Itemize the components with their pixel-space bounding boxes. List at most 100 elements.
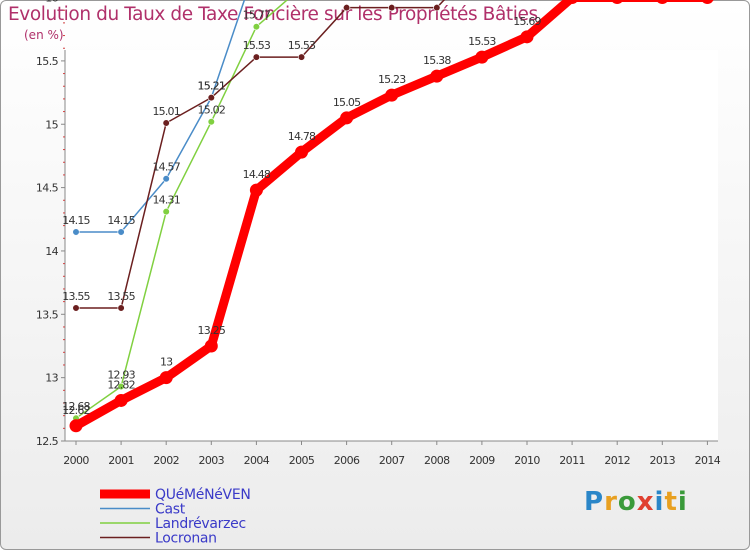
data-label: 15.21 bbox=[198, 80, 226, 93]
series-line-landrévarzec bbox=[75, 0, 289, 419]
data-label: 15.92 bbox=[333, 0, 361, 3]
legend-label: Cast bbox=[155, 502, 186, 518]
data-label: 14.15 bbox=[62, 214, 90, 227]
x-tick-label: 2011 bbox=[559, 454, 585, 467]
x-tick-label: 2008 bbox=[424, 454, 450, 467]
chart-title: Evolution du Taux de Taxe Foncière sur l… bbox=[8, 4, 538, 25]
data-point bbox=[252, 23, 260, 31]
y-tick-label: 12.5 bbox=[36, 435, 59, 448]
data-point bbox=[204, 339, 218, 353]
x-tick-label: 2012 bbox=[604, 454, 630, 467]
x-tick-label: 2004 bbox=[244, 454, 270, 467]
data-label: 14.31 bbox=[152, 194, 180, 207]
y-tick-label: 14.5 bbox=[36, 182, 59, 195]
logo-letter: x bbox=[636, 487, 655, 517]
logo-letter: P bbox=[584, 487, 605, 517]
data-label: 15.38 bbox=[423, 54, 451, 67]
data-point bbox=[162, 119, 170, 127]
data-label: 15.02 bbox=[198, 104, 226, 117]
data-label: 12.93 bbox=[107, 369, 135, 382]
data-label: 12.68 bbox=[62, 400, 90, 413]
logo-letter: r bbox=[604, 487, 618, 517]
data-point bbox=[701, 0, 714, 5]
data-point bbox=[114, 393, 128, 407]
x-tick-label: 2002 bbox=[153, 454, 179, 467]
data-label: 15.23 bbox=[378, 73, 406, 86]
data-label: 14.78 bbox=[288, 130, 316, 143]
data-label: 13.25 bbox=[198, 324, 226, 337]
y-tick-label: 15 bbox=[45, 118, 58, 131]
data-label: 15.77 bbox=[243, 9, 271, 22]
series-line-cast bbox=[75, 0, 246, 233]
data-label: 12.82 bbox=[107, 378, 135, 391]
data-point bbox=[117, 382, 125, 391]
x-tick-label: 2003 bbox=[198, 454, 224, 467]
data-point bbox=[295, 145, 308, 159]
data-point bbox=[159, 371, 173, 385]
y-tick-label: 13.5 bbox=[36, 308, 59, 321]
x-tick-label: 2005 bbox=[289, 454, 315, 467]
data-point bbox=[249, 183, 263, 197]
data-point bbox=[117, 304, 125, 312]
logo-letter: o bbox=[617, 487, 637, 517]
data-label: 15.53 bbox=[243, 39, 271, 52]
data-point bbox=[385, 88, 399, 102]
data-label: 14.15 bbox=[107, 214, 135, 227]
y-tick-label: 13 bbox=[45, 372, 58, 385]
x-tick-label: 2014 bbox=[695, 454, 721, 467]
y-tick-label: 15.5 bbox=[36, 55, 59, 68]
x-tick-label: 2006 bbox=[334, 454, 360, 467]
data-point bbox=[207, 118, 215, 126]
data-label: 14.48 bbox=[243, 168, 271, 181]
data-point bbox=[252, 53, 260, 61]
unit-label: (en %) bbox=[24, 28, 64, 42]
legend-label: Landrévarzec bbox=[155, 516, 246, 532]
y-tick-label: 16 bbox=[45, 0, 58, 5]
data-label: 15.01 bbox=[152, 105, 180, 118]
data-label: 15.53 bbox=[288, 39, 316, 52]
data-label: 15.53 bbox=[468, 35, 496, 48]
legend-label: QUéMéNéVEN bbox=[155, 487, 251, 503]
y-tick-label: 14 bbox=[45, 245, 58, 258]
x-tick-label: 2009 bbox=[469, 454, 495, 467]
data-point bbox=[433, 4, 441, 12]
logo-letter: t bbox=[664, 487, 678, 517]
data-point bbox=[340, 111, 354, 125]
data-point bbox=[72, 304, 80, 312]
data-point bbox=[297, 53, 306, 61]
x-tick-label: 2010 bbox=[514, 454, 540, 467]
data-label: 15.69 bbox=[513, 15, 541, 28]
data-label: 13 bbox=[160, 356, 173, 369]
proxiti-logo: Proxiti bbox=[584, 487, 688, 517]
x-tick-label: 2000 bbox=[63, 454, 89, 467]
logo-letter: i bbox=[677, 487, 688, 517]
data-point bbox=[69, 419, 83, 433]
data-point bbox=[520, 30, 534, 44]
data-point bbox=[162, 175, 170, 183]
data-point bbox=[611, 0, 624, 5]
data-point bbox=[475, 50, 489, 64]
x-tick-label: 2007 bbox=[379, 454, 405, 467]
data-label: 15.92 bbox=[378, 0, 406, 3]
data-label: 13.55 bbox=[107, 290, 135, 303]
data-label: 15.05 bbox=[333, 96, 361, 109]
data-point bbox=[566, 0, 579, 5]
data-label: 15.92 bbox=[423, 0, 451, 3]
logo-letter: i bbox=[654, 487, 665, 517]
data-point bbox=[207, 94, 215, 102]
data-label: 14.57 bbox=[152, 161, 180, 174]
x-tick-label: 2013 bbox=[649, 454, 675, 467]
data-point bbox=[656, 0, 669, 5]
data-point bbox=[72, 228, 80, 236]
data-point bbox=[430, 69, 444, 83]
data-label: 12.62 bbox=[62, 404, 90, 417]
legend-label: Locronan bbox=[155, 531, 217, 547]
data-label: 13.55 bbox=[62, 290, 90, 303]
x-tick-label: 2001 bbox=[108, 454, 134, 467]
data-label: 15.21 bbox=[198, 80, 226, 93]
data-point bbox=[343, 4, 351, 12]
data-point bbox=[162, 208, 170, 216]
data-point bbox=[117, 228, 125, 236]
data-point bbox=[388, 4, 396, 12]
